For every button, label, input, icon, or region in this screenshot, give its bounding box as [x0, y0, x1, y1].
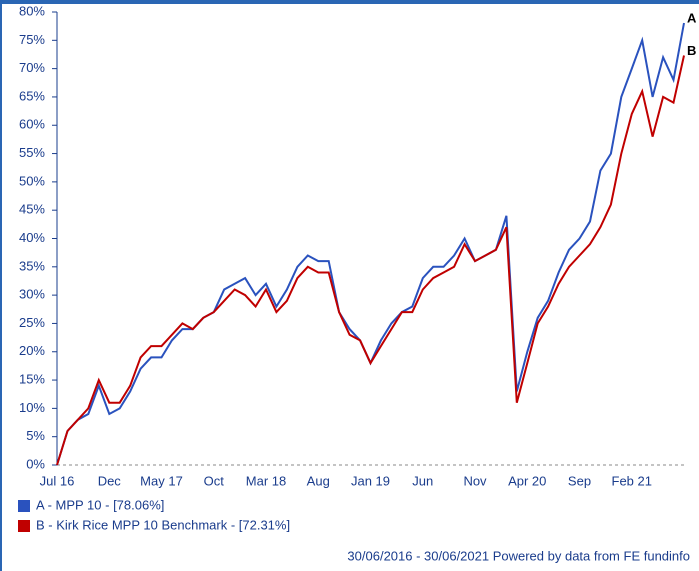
y-tick-label: 40% — [19, 230, 45, 245]
y-tick-label: 10% — [19, 400, 45, 415]
end-label: B — [687, 43, 696, 58]
x-tick-label: Apr 20 — [508, 473, 546, 488]
legend-label: A - MPP 10 - [78.06%] — [36, 497, 164, 512]
x-tick-label: Jan 19 — [351, 473, 390, 488]
y-tick-label: 45% — [19, 202, 45, 217]
x-tick-label: Sep — [568, 473, 591, 488]
x-tick-label: Oct — [204, 473, 225, 488]
frame-left — [0, 0, 2, 571]
x-tick-label: Dec — [98, 473, 122, 488]
y-tick-label: 25% — [19, 315, 45, 330]
frame-top — [0, 0, 699, 4]
y-tick-label: 65% — [19, 88, 45, 103]
x-tick-label: Jul 16 — [40, 473, 75, 488]
y-tick-label: 70% — [19, 60, 45, 75]
x-tick-label: Jun — [412, 473, 433, 488]
y-tick-label: 20% — [19, 343, 45, 358]
series-line — [56, 55, 685, 466]
x-tick-label: Feb 21 — [612, 473, 652, 488]
x-tick-label: May 17 — [140, 473, 183, 488]
y-tick-label: 0% — [26, 456, 45, 471]
x-tick-label: Aug — [307, 473, 330, 488]
legend-label: B - Kirk Rice MPP 10 Benchmark - [72.31%… — [36, 517, 290, 532]
y-tick-label: 60% — [19, 117, 45, 132]
y-tick-label: 55% — [19, 145, 45, 160]
y-tick-label: 5% — [26, 428, 45, 443]
legend-swatch — [18, 500, 30, 512]
y-tick-label: 50% — [19, 173, 45, 188]
footer: 30/06/2016 - 30/06/2021 Powered by data … — [347, 548, 690, 563]
y-tick-label: 15% — [19, 372, 45, 387]
end-label: A — [687, 10, 697, 25]
y-tick-label: 80% — [19, 3, 45, 18]
y-tick-label: 30% — [19, 287, 45, 302]
x-tick-label: Mar 18 — [246, 473, 286, 488]
y-tick-label: 35% — [19, 258, 45, 273]
y-tick-label: 75% — [19, 32, 45, 47]
legend-swatch — [18, 520, 30, 532]
x-tick-label: Nov — [463, 473, 487, 488]
